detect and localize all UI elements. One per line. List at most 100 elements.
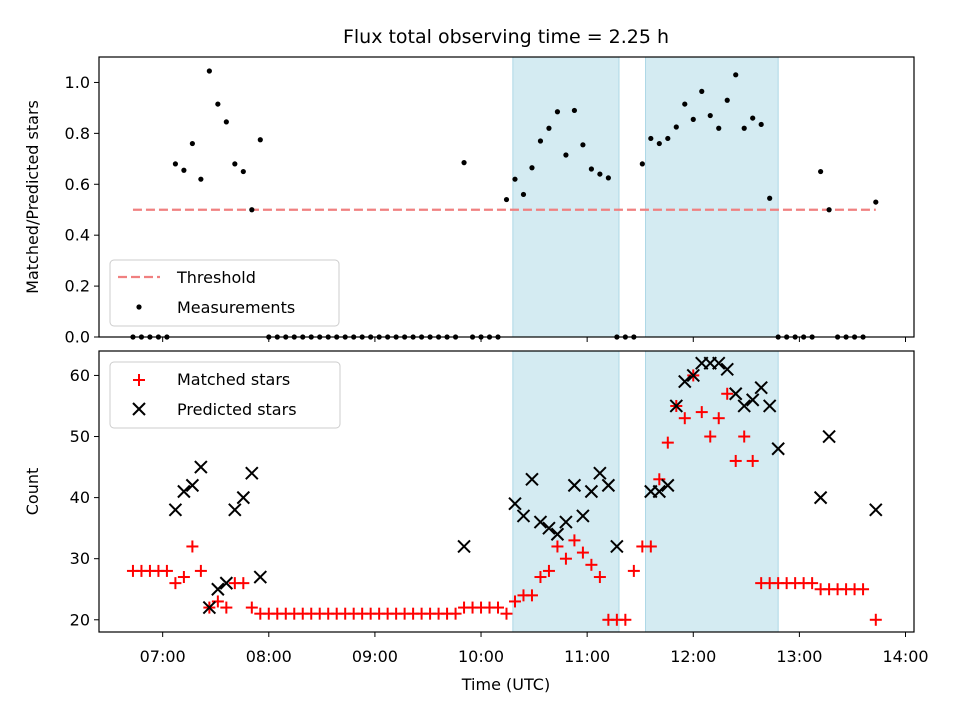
predicted-star-point (211, 582, 225, 596)
measurement-point (724, 97, 730, 103)
cross-b (762, 399, 777, 413)
predicted-star-point (593, 466, 607, 480)
observing-window-2 (645, 56, 779, 338)
predicted-star-point (771, 442, 785, 456)
measurement-point (503, 196, 510, 203)
measurement-point (257, 137, 263, 143)
bottom-y-ticks: 20 30 40 50 60 (70, 366, 99, 629)
x-tick-label: 10:00 (458, 647, 504, 666)
predicted-star-point (194, 460, 208, 474)
matched-star-point (721, 387, 734, 400)
matched-star-point (245, 601, 258, 614)
cross-b (168, 503, 183, 517)
y-tick-label: 30 (70, 549, 90, 568)
y-tick-label: 50 (70, 427, 90, 446)
cross-b (745, 393, 760, 407)
measurement-point (682, 101, 688, 107)
cross-b (525, 472, 539, 486)
predicted-star-point (236, 490, 251, 505)
cross-b (550, 527, 565, 541)
measurement-point (597, 171, 603, 177)
cross-b (593, 466, 607, 480)
measurement-point (223, 119, 229, 125)
predicted-star-point (712, 356, 726, 370)
cross-b (771, 442, 785, 456)
threshold-legend-label: Threshold (176, 268, 256, 287)
y-tick-label: 0.6 (65, 175, 90, 194)
matched-star-point (644, 540, 657, 553)
measurement-point (461, 160, 467, 166)
cross-b (457, 539, 471, 554)
y-tick-label: 1.0 (65, 73, 90, 92)
measurement-point (249, 207, 255, 213)
matched-legend-label: Matched stars (177, 370, 290, 389)
x-tick-label: 09:00 (352, 647, 398, 666)
predicted-star-point (525, 472, 539, 486)
measurement-point (546, 125, 552, 131)
x-tick-label: 14:00 (882, 647, 928, 666)
measurement-point (240, 168, 246, 175)
measurement-point (571, 107, 578, 114)
measurements-legend-swatch (136, 304, 142, 310)
matched-star-point (551, 540, 564, 553)
cross-b (559, 515, 573, 529)
matched-star-point (746, 454, 759, 467)
predicted-star-point (253, 570, 268, 584)
cross-b (194, 460, 208, 474)
cross-b (678, 374, 692, 389)
measurement-point (818, 168, 824, 175)
cross-b (652, 484, 667, 499)
cross-b (211, 582, 225, 596)
matched-star-point (704, 430, 717, 443)
predicted-star-point (542, 521, 556, 535)
predicted-star-point (669, 399, 683, 413)
predicted-star-point (584, 484, 599, 499)
top-legend-box (109, 259, 340, 327)
measurement-point (873, 199, 879, 205)
cross-b (219, 576, 234, 590)
predicted-star-point (168, 503, 183, 517)
cross-b (236, 490, 251, 505)
measurement-point (520, 191, 527, 198)
cross-b (584, 484, 599, 499)
matched-star-point (525, 589, 538, 602)
y-tick-label: 0.4 (65, 226, 90, 245)
measurement-point (699, 88, 705, 94)
matched-star-point (653, 473, 666, 486)
x-tick-label: 12:00 (670, 647, 716, 666)
matched-star-point (619, 613, 632, 626)
predicted-star-point (228, 503, 242, 517)
measurement-point (767, 195, 773, 201)
measurement-point (189, 140, 195, 147)
cross-b (822, 429, 836, 444)
predicted-star-point (576, 509, 590, 523)
matched-star-point (534, 571, 547, 584)
measurement-point (554, 109, 561, 115)
matched-star-point (593, 571, 606, 584)
x-tick-label: 11:00 (564, 647, 610, 666)
predicted-star-point (601, 478, 616, 493)
predicted-star-point (720, 362, 734, 377)
predicted-star-point (813, 490, 828, 505)
measurement-point (198, 176, 204, 182)
matched-star-point (712, 412, 725, 425)
measurement-point (656, 140, 662, 147)
cross-b (729, 387, 743, 401)
measurement-point (215, 101, 221, 107)
cross-b (245, 466, 259, 480)
matched-star-point (857, 583, 870, 596)
count-panel: 20 30 40 50 60 07:00 08:00 09:00 10:00 11:00 12:0… (23, 350, 929, 694)
cross-b (202, 600, 217, 615)
predicted-star-point (219, 576, 234, 590)
y-tick-label: 60 (70, 366, 90, 385)
predicted-star-point (533, 515, 548, 529)
matched-star-point (492, 601, 505, 614)
matched-star-point (806, 577, 819, 590)
bottom-x-ticks: 07:00 08:00 09:00 10:00 11:00 12:00 13:00 14:00 (140, 632, 929, 666)
cross-b (661, 478, 675, 493)
measurement-point (529, 165, 535, 171)
matched-star-point (695, 406, 708, 419)
predicted-star-point (177, 484, 191, 499)
bottom-legend-box (109, 361, 341, 429)
matched-legend-swatch (133, 374, 145, 386)
